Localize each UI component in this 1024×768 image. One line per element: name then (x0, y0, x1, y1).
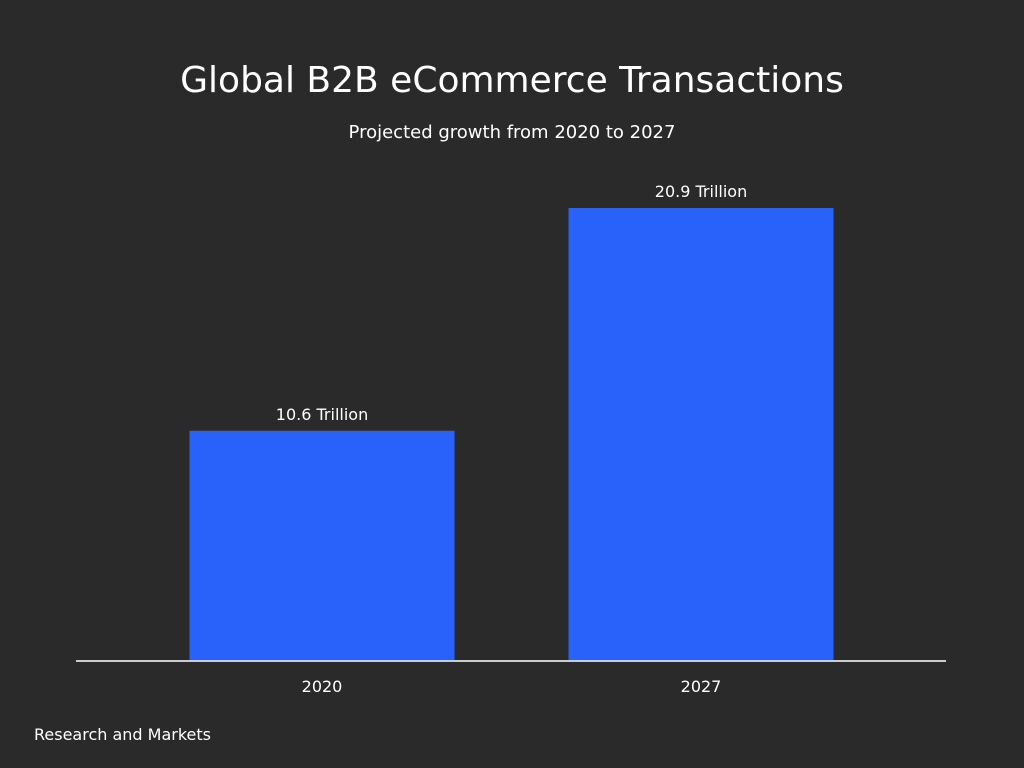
x-tick-label: 2020 (302, 677, 343, 696)
data-label: 10.6 Trillion (276, 405, 368, 424)
bar-2027 (568, 208, 834, 660)
source-label: Research and Markets (34, 725, 211, 744)
chart-subtitle: Projected growth from 2020 to 2027 (348, 122, 676, 143)
data-label: 20.9 Trillion (655, 182, 747, 201)
chart-title: Global B2B eCommerce Transactions (180, 60, 844, 101)
bar-2020 (189, 430, 455, 660)
x-tick-label: 2027 (681, 677, 722, 696)
